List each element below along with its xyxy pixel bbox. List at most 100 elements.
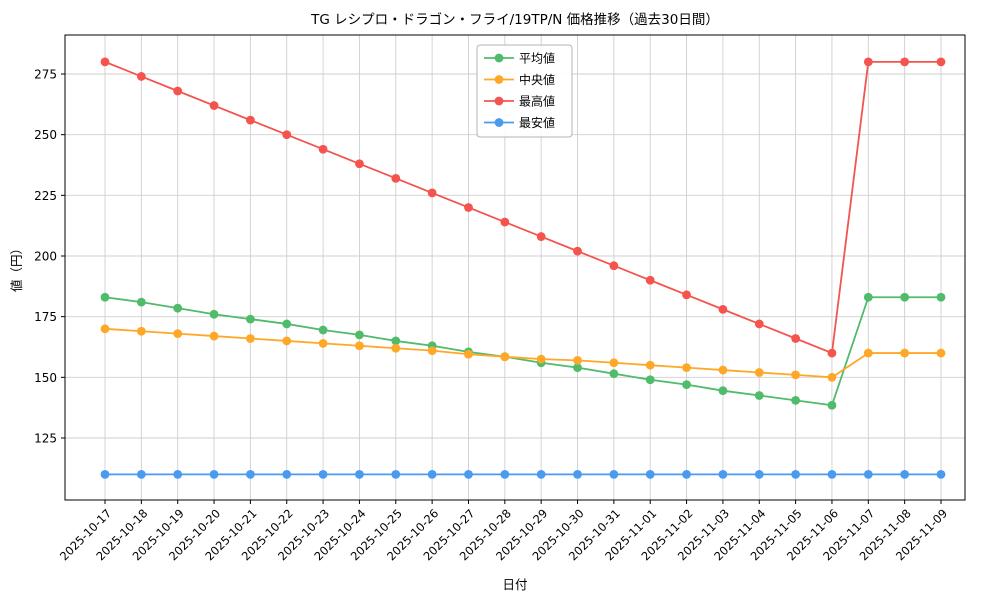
data-point: [609, 358, 619, 368]
data-point: [391, 173, 401, 183]
data-point: [282, 130, 292, 140]
data-point: [282, 470, 292, 479]
data-point: [609, 369, 619, 379]
data-point: [136, 470, 146, 479]
data-point: [936, 57, 946, 67]
data-point: [682, 470, 691, 479]
data-point: [573, 355, 582, 365]
data-point: [791, 470, 801, 479]
data-point: [718, 304, 728, 314]
data-point: [100, 292, 110, 302]
data-point: [100, 324, 110, 334]
data-point: [827, 400, 837, 410]
data-point: [754, 470, 764, 479]
data-point: [718, 365, 728, 375]
legend-box: [476, 44, 573, 138]
data-point: [427, 346, 437, 356]
y-tick-label: 175: [34, 310, 57, 324]
data-point: [791, 370, 801, 380]
data-point: [464, 470, 473, 479]
data-point: [827, 470, 837, 479]
data-point: [645, 470, 655, 479]
legend-marker: [494, 75, 504, 84]
data-point: [427, 470, 437, 479]
data-point: [536, 354, 546, 364]
series-line-平均値: [104, 296, 941, 407]
chart-title: TG レシプロ・ドラゴン・フライ/19TP/N 価格推移（過去30日間）: [310, 11, 719, 28]
data-point: [827, 372, 837, 382]
data-point: [318, 470, 328, 479]
data-point: [754, 391, 764, 400]
data-point: [500, 217, 510, 227]
data-point: [282, 336, 292, 346]
data-point: [936, 292, 946, 302]
legend-label: 平均値: [519, 51, 555, 66]
y-tick-label: 225: [34, 189, 57, 203]
data-point: [863, 292, 873, 302]
data-point: [609, 261, 619, 271]
data-point: [900, 292, 910, 302]
data-point: [863, 57, 873, 67]
data-point: [100, 57, 110, 67]
data-point: [500, 352, 510, 362]
data-point: [863, 470, 873, 479]
data-point: [355, 341, 364, 351]
data-point: [791, 334, 801, 343]
data-point: [718, 386, 728, 396]
plot-border: [64, 34, 966, 501]
data-point: [645, 360, 655, 370]
data-point: [936, 470, 946, 479]
data-point: [209, 309, 219, 319]
data-point: [573, 470, 582, 479]
data-point: [427, 188, 437, 198]
data-point: [391, 336, 401, 346]
data-point: [682, 363, 691, 373]
legend-marker: [494, 96, 504, 106]
data-point: [754, 319, 764, 329]
data-point: [500, 470, 510, 479]
data-point: [355, 330, 364, 340]
data-point: [936, 348, 946, 358]
y-tick-label: 275: [34, 68, 57, 82]
data-point: [100, 470, 110, 479]
data-point: [245, 314, 255, 324]
legend-marker: [494, 118, 504, 127]
data-point: [791, 395, 801, 405]
data-point: [209, 331, 219, 341]
data-point: [173, 329, 183, 339]
data-point: [573, 246, 582, 256]
series-line-最高値: [104, 60, 941, 354]
data-point: [391, 343, 401, 353]
data-point: [282, 319, 292, 329]
data-point: [863, 348, 873, 358]
series-line-中央値: [104, 327, 941, 379]
y-axis-label: 値（円）: [9, 242, 24, 292]
data-point: [245, 115, 255, 125]
data-point: [827, 348, 837, 358]
data-point: [173, 86, 183, 96]
data-point: [645, 275, 655, 285]
legend-label: 中央値: [519, 72, 555, 87]
y-tick-label: 150: [34, 371, 57, 385]
data-point: [209, 470, 219, 479]
data-point: [464, 203, 473, 212]
data-point: [718, 470, 728, 479]
data-point: [136, 326, 146, 336]
data-point: [900, 470, 910, 479]
data-point: [536, 470, 546, 479]
data-point: [245, 470, 255, 479]
data-point: [682, 380, 691, 390]
legend-label: 最安値: [519, 115, 555, 130]
data-point: [209, 101, 219, 110]
data-point: [754, 368, 764, 377]
data-point: [682, 290, 691, 300]
y-tick-label: 125: [34, 432, 57, 446]
data-point: [355, 159, 364, 169]
data-point: [355, 470, 364, 479]
data-point: [173, 303, 183, 313]
y-tick-label: 200: [34, 250, 57, 264]
x-axis-label: 日付: [502, 577, 527, 592]
data-point: [900, 348, 910, 358]
